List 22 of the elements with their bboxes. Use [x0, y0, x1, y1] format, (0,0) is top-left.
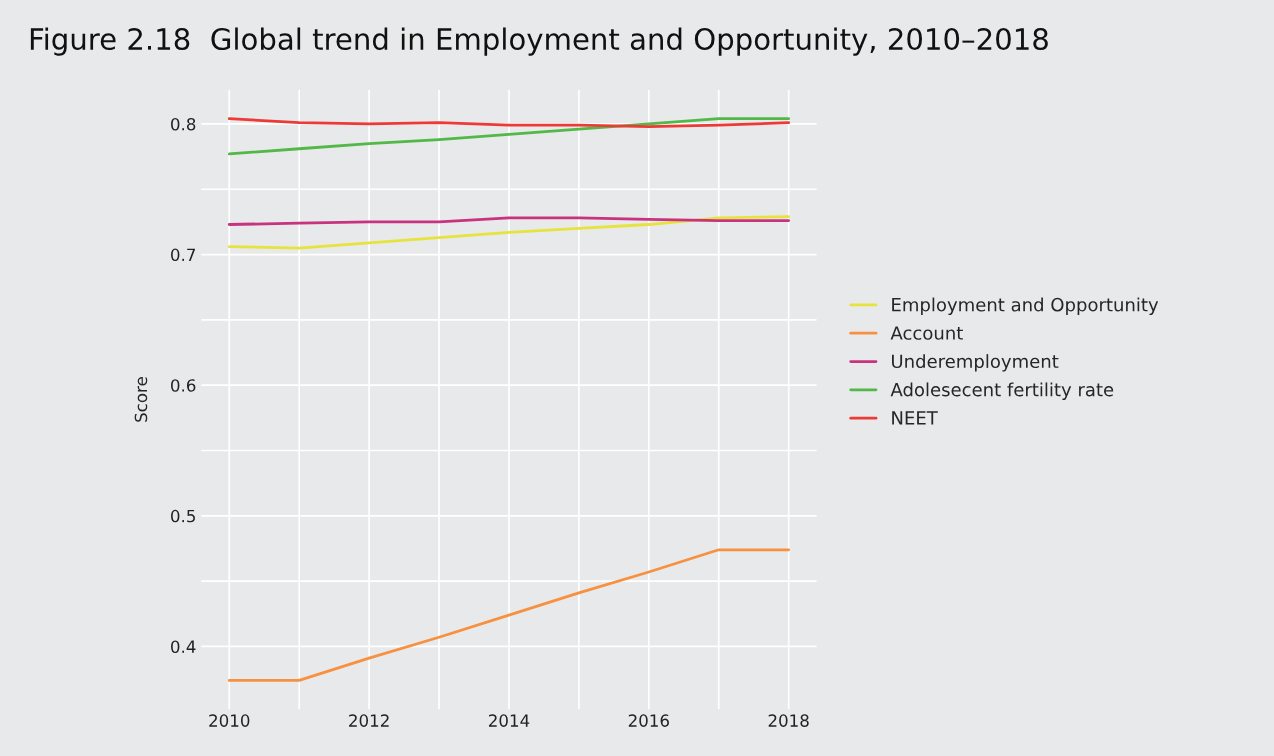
x-tick-label: 2010	[209, 714, 250, 727]
y-tick-label: 0.4	[171, 640, 196, 653]
line-series	[227, 216, 791, 226]
line-series	[227, 548, 791, 682]
line-series	[227, 215, 791, 250]
x-tick-label: 2014	[488, 714, 530, 727]
y-axis-title: Score	[134, 377, 148, 422]
line-series	[227, 117, 791, 156]
y-tick-label: 0.5	[171, 509, 195, 523]
legend-label: Account	[890, 326, 963, 340]
legend-label: Adolesecent fertility rate	[890, 382, 1114, 400]
legend-label: Underemployment	[892, 354, 1059, 372]
x-tick-label: 2016	[628, 714, 669, 727]
x-tick-label: 2018	[768, 714, 809, 727]
y-tick-label: 0.6	[171, 379, 196, 392]
x-tick-label: 2012	[349, 714, 389, 727]
y-tick-label: 0.8	[171, 117, 196, 131]
line-series	[227, 117, 791, 128]
legend-label: Employment and Opportunity	[892, 297, 1159, 315]
legend-label: NEET	[892, 411, 938, 425]
y-tick-label: 0.7	[171, 248, 196, 262]
chart-title: Figure 2.18 Global trend in Employment and Opportunity, 2010–2018	[30, 27, 1048, 56]
